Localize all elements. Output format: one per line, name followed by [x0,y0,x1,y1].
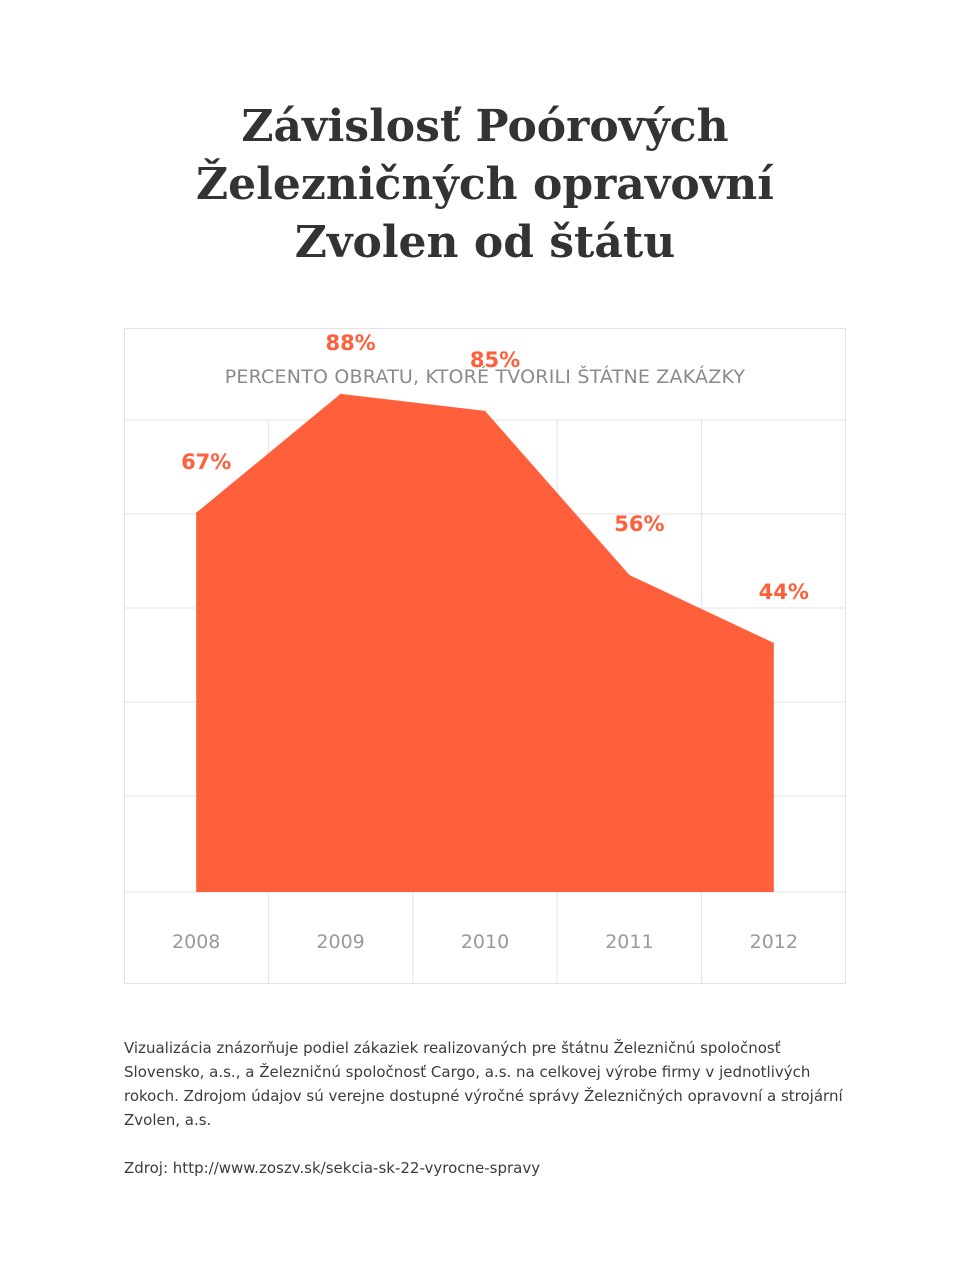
x-tick-label: 2009 [316,931,364,953]
data-point [484,410,486,412]
title-line-1: Závislosť Poórových [241,101,729,152]
data-label: 85% [470,348,520,372]
x-tick-label: 2011 [605,931,653,953]
x-tick-label: 2010 [461,931,509,953]
data-label: 88% [325,331,375,355]
data-point [195,512,197,514]
area-series [196,393,774,892]
title-line-3: Zvolen od štátu [294,217,676,268]
chart-title: Závislosť Poórových Železničných opravov… [0,98,970,272]
source-link[interactable]: Zdroj: http://www.zoszv.sk/sekcia-sk-22-… [124,1159,541,1177]
title-line-2: Železničných opravovní [196,159,774,210]
data-point [340,393,342,395]
chart-description: Vizualizácia znázorňuje podiel zákaziek … [124,1039,843,1129]
x-tick-label: 2008 [172,931,220,953]
data-label: 67% [181,450,231,474]
data-point [628,574,630,576]
x-tick-label: 2012 [750,931,798,953]
chart-frame [124,328,846,984]
data-label: 56% [614,512,664,536]
data-point [773,642,775,644]
data-label: 44% [759,580,809,604]
chart-subtitle: PERCENTO OBRATU, KTORÉ TVORILI ŠTÁTNE ZA… [224,366,746,388]
